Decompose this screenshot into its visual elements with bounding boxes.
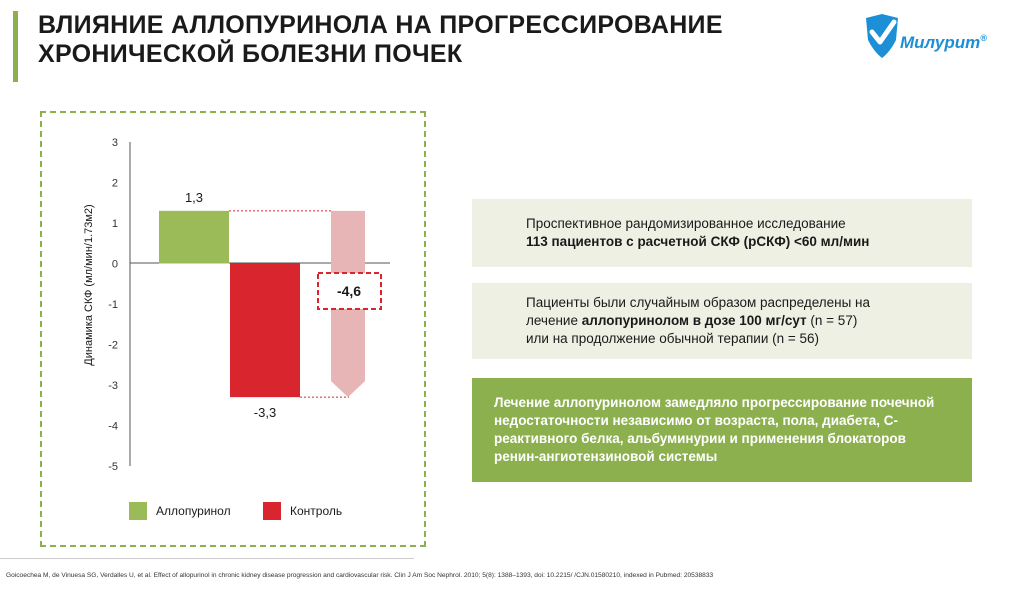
difference-box <box>317 272 382 310</box>
logo-wordmark: Милурит <box>900 33 981 52</box>
y-tick-label: -1 <box>108 299 118 311</box>
bar-label-control: -3,3 <box>254 405 276 420</box>
y-tick-label: 3 <box>112 137 118 149</box>
bars: 1,3 -3,3 -4,6 <box>159 190 382 420</box>
bar-control <box>230 263 300 398</box>
randomization-line-2-post: (n = 57) <box>806 313 858 328</box>
y-tick-label: -5 <box>108 461 118 473</box>
y-tick-label: 1 <box>112 218 118 230</box>
page-title: ВЛИЯНИЕ АЛЛОПУРИНОЛА НА ПРОГРЕССИРОВАНИЕ… <box>38 11 723 69</box>
y-tick-label: -3 <box>108 380 118 392</box>
title-line-2: ХРОНИЧЕСКОЙ БОЛЕЗНИ ПОЧЕК <box>38 40 463 68</box>
legend-label-control: Контроль <box>290 504 342 518</box>
study-design-box: Проспективное рандомизированное исследов… <box>472 199 972 267</box>
randomization-line-2-dose: аллопуринолом в дозе 100 мг/сут <box>581 313 807 328</box>
bar-label-allopurinol: 1,3 <box>185 190 203 205</box>
conclusion-box: Лечение аллопуринолом замедляло прогресс… <box>472 378 972 482</box>
legend: Аллопуринол Контроль <box>129 502 342 520</box>
legend-swatch-allopurinol <box>129 502 147 520</box>
y-tick-label: -2 <box>108 340 118 352</box>
y-axis-ticks: 3 2 1 0 -1 -2 -3 -4 -5 <box>108 137 118 473</box>
chart-frame <box>40 111 426 547</box>
footer-divider <box>0 558 414 559</box>
milurit-logo: Милурит® <box>860 12 1020 72</box>
conclusion-text: Лечение аллопуринолом замедляло прогресс… <box>494 395 935 464</box>
study-design-line-1: Проспективное рандомизированное исследов… <box>526 216 846 231</box>
randomization-box: Пациенты были случайным образом распреде… <box>472 283 972 359</box>
difference-label: -4,6 <box>337 283 361 299</box>
legend-label-allopurinol: Аллопуринол <box>156 504 231 518</box>
y-tick-label: 0 <box>112 259 118 271</box>
randomization-line-1: Пациенты были случайным образом распреде… <box>526 295 871 310</box>
legend-swatch-control <box>263 502 281 520</box>
randomization-line-3: или на продолжение обычной терапии (n = … <box>526 331 820 346</box>
study-design-line-2: 113 пациентов с расчетной СКФ (рСКФ) <60… <box>526 234 870 249</box>
y-axis-label: Динамика СКФ (мл/мин/1.73м2) <box>83 204 95 365</box>
logo-registered-mark: ® <box>980 33 987 43</box>
randomization-line-2-pre: лечение <box>526 313 582 328</box>
shield-check-icon <box>866 14 898 58</box>
y-tick-label: -4 <box>108 421 118 433</box>
bar-allopurinol <box>159 210 229 264</box>
reference-footnote: Goicoechea M, de Vinuesa SG, Verdalles U… <box>6 572 714 579</box>
randomization-line-2: лечение аллопуринолом в дозе 100 мг/сут … <box>526 312 972 330</box>
y-tick-label: 2 <box>112 178 118 190</box>
title-line-1: ВЛИЯНИЕ АЛЛОПУРИНОЛА НА ПРОГРЕССИРОВАНИЕ <box>38 11 723 39</box>
title-accent-bar <box>13 11 18 82</box>
